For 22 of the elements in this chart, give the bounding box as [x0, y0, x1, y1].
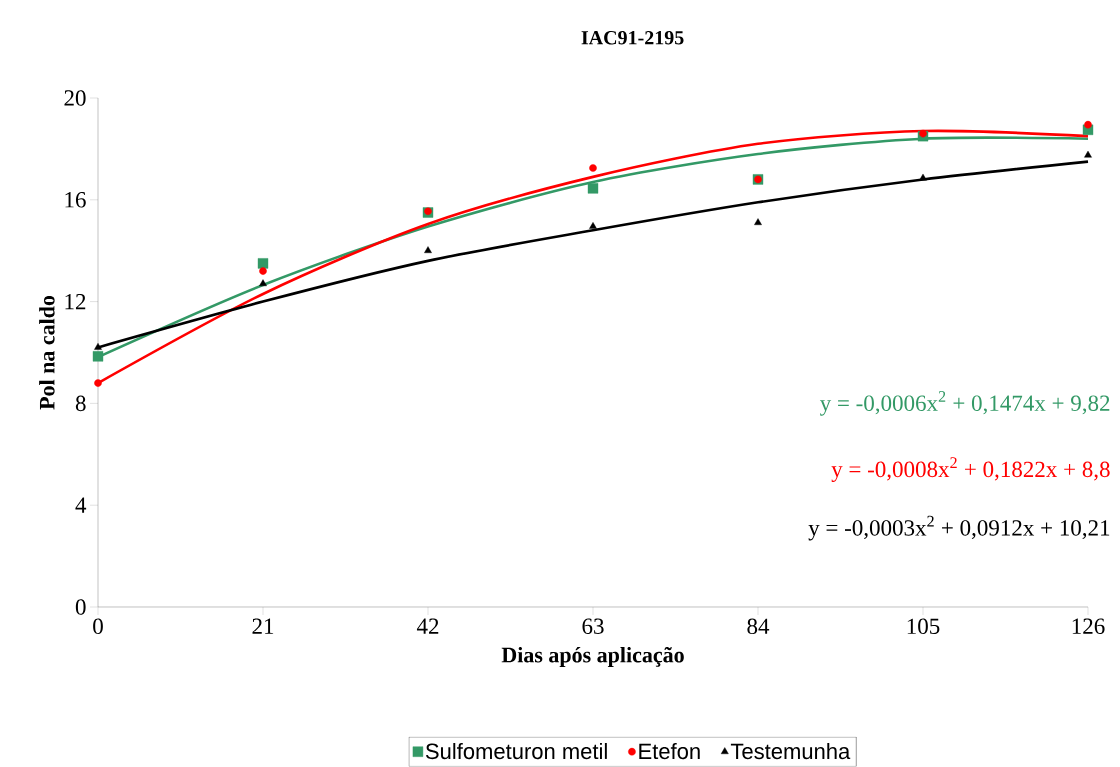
y-tick-label: 4 — [75, 497, 87, 513]
x-tick-label: 0 — [93, 618, 103, 635]
y-axis-title: Pol na caldo — [39, 296, 55, 410]
x-tick-label: 105 — [907, 618, 940, 635]
legend-label: Sulfometuron metil — [425, 743, 607, 760]
legend-label: Etefon — [639, 743, 700, 760]
x-tick-label: 42 — [416, 618, 439, 634]
legend-label: Testemunha — [730, 743, 851, 760]
y-tick-label: 20 — [64, 90, 86, 106]
annotation: y = -0,0008x$^{2}$ + 0,1822x + 8,8 — [831, 457, 1110, 483]
x-axis-title: Dias após aplicação — [501, 647, 684, 668]
annotation: y = -0,0006x$^{2}$ + 0,1474x + 9,82 — [819, 391, 1110, 416]
x-tick-label: 84 — [747, 618, 770, 635]
annotation: y = -0,0003x$^{2}$ + 0,0912x + 10,21 — [808, 515, 1110, 541]
x-tick-label: 63 — [582, 618, 604, 635]
x-tick-label: 21 — [252, 618, 274, 634]
y-tick-label: 0 — [75, 599, 86, 615]
y-tick-label: 8 — [75, 395, 86, 412]
x-tick-label: 126 — [1072, 618, 1105, 635]
chart-title: IAC91-2195 — [581, 31, 684, 45]
y-tick-label: 16 — [65, 192, 86, 208]
y-tick-label: 12 — [65, 294, 86, 310]
